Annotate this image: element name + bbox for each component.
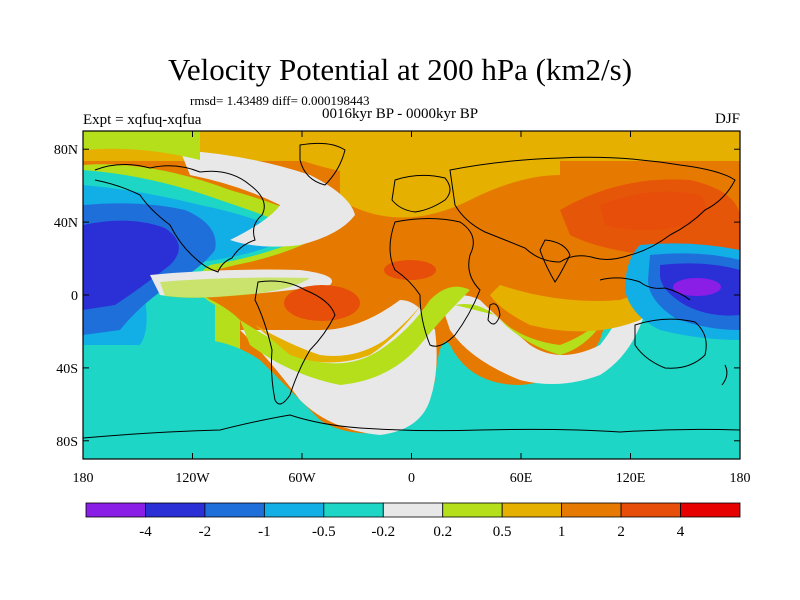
- coast-new-zealand: [721, 364, 728, 386]
- lat-tick-label: 40S: [56, 362, 78, 377]
- colorbar-label: -0.2: [371, 524, 395, 540]
- longitude-axis: 180 120W 60W 0 60E 120E 180: [73, 131, 751, 486]
- colorbar-swatch: [85, 502, 146, 518]
- lon-tick-label: 120E: [616, 471, 646, 486]
- coast-asia: [449, 156, 736, 263]
- colorbar-label: -1: [258, 524, 271, 540]
- lat-tick-label: 80S: [56, 435, 78, 450]
- experiment-label: Expt = xqfuq-xqfua: [83, 112, 202, 128]
- coast-africa: [389, 218, 481, 347]
- colorbar-swatch: [263, 502, 325, 518]
- coast-maritime: [599, 277, 691, 301]
- colorbar-swatch: [561, 502, 622, 518]
- coast-australia: [634, 318, 707, 369]
- colorbar-label: -4: [139, 524, 152, 540]
- colorbar-swatch: [145, 502, 206, 518]
- contour-field: [83, 131, 740, 459]
- colorbar-label: -2: [199, 524, 212, 540]
- colorbar-swatch: [620, 502, 681, 518]
- coast-europe: [391, 174, 451, 213]
- colorbar-swatch: [323, 502, 384, 518]
- colorbar-label: 2: [617, 524, 625, 540]
- lon-tick-label: 60E: [510, 471, 533, 486]
- colorbar-swatch: [501, 502, 563, 518]
- coast-antarctica: [83, 414, 740, 439]
- colorbar-swatch: [680, 502, 741, 518]
- latitude-axis: 80N 40N 0 40S 80S: [54, 143, 740, 450]
- colorbar-label: -0.5: [312, 524, 336, 540]
- lon-tick-label: 0: [408, 471, 415, 486]
- period-label: 0016kyr BP - 0000kyr BP: [322, 106, 479, 122]
- plot-title: Velocity Potential at 200 hPa (km2/s): [167, 52, 633, 87]
- stats-label: rmsd= 1.43489 diff= 0.000198443: [190, 93, 370, 108]
- colorbar-label: 0.2: [433, 524, 452, 540]
- colorbar-swatch: [382, 502, 444, 518]
- lat-tick-label: 40N: [54, 216, 78, 231]
- colorbar-swatch: [442, 502, 503, 518]
- coast-greenland: [299, 142, 346, 186]
- season-label: DJF: [714, 111, 740, 127]
- coastlines: [83, 142, 740, 439]
- colorbar: -4 -2 -1 -0.5 -0.2 0.2 0.5 1 2 4: [85, 502, 741, 540]
- colorbar-swatch: [204, 502, 265, 518]
- lon-tick-label: 180: [73, 471, 94, 486]
- lon-tick-label: 120W: [175, 471, 210, 486]
- lat-tick-label: 0: [71, 289, 78, 304]
- lon-tick-label: 60W: [288, 471, 316, 486]
- colorbar-label: 0.5: [493, 524, 512, 540]
- colorbar-label: 1: [558, 524, 566, 540]
- coast-south-america: [254, 280, 336, 405]
- coast-madagascar: [487, 303, 501, 325]
- colorbar-label: 4: [677, 524, 685, 540]
- coast-india: [539, 239, 571, 283]
- coast-north-america: [94, 164, 265, 273]
- lon-tick-label: 180: [730, 471, 751, 486]
- lat-tick-label: 80N: [54, 143, 78, 158]
